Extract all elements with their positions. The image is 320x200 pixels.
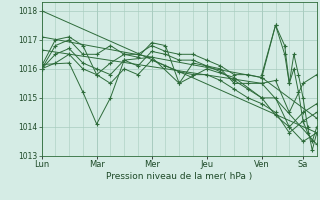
X-axis label: Pression niveau de la mer( hPa ): Pression niveau de la mer( hPa ) (106, 172, 252, 181)
